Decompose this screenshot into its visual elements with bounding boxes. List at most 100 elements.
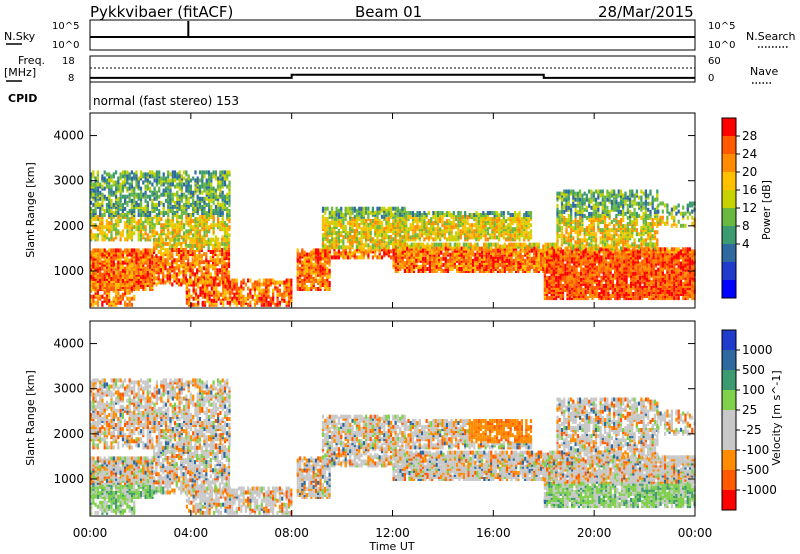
heatmap-cell xyxy=(201,221,204,226)
heatmap-cell xyxy=(203,209,206,213)
heatmap-cell xyxy=(99,190,102,195)
heatmap-cell xyxy=(115,202,118,207)
heatmap-cell xyxy=(90,270,93,275)
heatmap-cell xyxy=(198,196,202,201)
heatmap-cell xyxy=(112,237,115,242)
heatmap-cell xyxy=(94,274,97,279)
heatmap-cell xyxy=(167,209,170,213)
heatmap-cell xyxy=(99,262,102,267)
heatmap-cell xyxy=(176,213,179,217)
heatmap-cell xyxy=(431,250,434,255)
heatmap-cell xyxy=(228,180,231,185)
heatmap-cell xyxy=(267,288,270,293)
heatmap-cell xyxy=(187,196,190,201)
heatmap-cell xyxy=(480,213,483,217)
heatmap-cell xyxy=(203,286,207,291)
heatmap-cell xyxy=(169,188,172,193)
heatmap-cell xyxy=(568,290,571,294)
heatmap-cell xyxy=(290,282,293,287)
heatmap-cell xyxy=(155,264,158,269)
heatmap-cell xyxy=(464,211,467,215)
heatmap-cell xyxy=(146,233,149,238)
heatmap-cell xyxy=(110,250,113,255)
heatmap-cell xyxy=(187,258,190,263)
heatmap-cell xyxy=(214,196,217,201)
heatmap-cell xyxy=(561,249,565,254)
heatmap-cell xyxy=(287,278,291,283)
heatmap-cell xyxy=(168,241,172,246)
heatmap-cell xyxy=(335,220,338,225)
heatmap-cell xyxy=(321,233,325,238)
heatmap-cell xyxy=(396,239,399,244)
heatmap-cell xyxy=(397,258,400,263)
heatmap-cell xyxy=(283,280,286,285)
heatmap-cell xyxy=(128,172,131,177)
heatmap-cell xyxy=(392,256,395,261)
heatmap-cell xyxy=(358,237,361,242)
heatmap-cell xyxy=(326,206,329,211)
heatmap-cell xyxy=(158,200,161,205)
heatmap-cell xyxy=(189,213,192,217)
heatmap-cell xyxy=(227,252,231,257)
heatmap-cell xyxy=(158,233,161,238)
heatmap-cell xyxy=(155,231,158,236)
heatmap-cell xyxy=(173,200,177,205)
heatmap-cell xyxy=(205,178,208,183)
heatmap-cell xyxy=(228,217,231,222)
heatmap-cell xyxy=(219,184,222,189)
heatmap-cell xyxy=(130,268,133,273)
heatmap-cell xyxy=(399,264,402,269)
heatmap-cell xyxy=(139,186,143,191)
heatmap-cell xyxy=(112,211,115,215)
heatmap-cell xyxy=(247,292,250,297)
heatmap-cell xyxy=(290,278,293,283)
heatmap-cell xyxy=(164,176,168,181)
heatmap-cell xyxy=(153,262,156,267)
heatmap-cell xyxy=(101,252,104,257)
heatmap-cell xyxy=(151,250,154,255)
heatmap-cell xyxy=(283,298,286,303)
heatmap-cell xyxy=(548,296,551,301)
heatmap-cell xyxy=(210,290,213,295)
heatmap-cell xyxy=(110,235,113,240)
heatmap-cell xyxy=(173,266,176,271)
heatmap-cell xyxy=(221,194,224,199)
heatmap-cell xyxy=(90,283,93,287)
heatmap-cell xyxy=(103,225,106,230)
heatmap-cell xyxy=(121,170,124,175)
heatmap-cell xyxy=(115,229,118,234)
heatmap-cell xyxy=(144,237,147,242)
heatmap-cell xyxy=(153,258,156,263)
heatmap-cell xyxy=(331,210,334,215)
heatmap-cell xyxy=(198,235,202,240)
heatmap-cell xyxy=(411,211,415,215)
heatmap-cell xyxy=(196,209,199,213)
heatmap-cell xyxy=(115,250,118,255)
heatmap-cell xyxy=(206,280,209,285)
heatmap-cell xyxy=(498,213,501,217)
heatmap-cell xyxy=(303,256,306,261)
heatmap-cell xyxy=(128,262,131,267)
heatmap-cell xyxy=(171,252,174,257)
heatmap-cell xyxy=(477,225,480,230)
heatmap-cell xyxy=(103,248,106,253)
heatmap-cell xyxy=(149,180,152,185)
heatmap-cell xyxy=(442,269,445,273)
heatmap-cell xyxy=(561,283,565,288)
heatmap-cell xyxy=(135,225,138,230)
heatmap-cell xyxy=(383,206,386,211)
heatmap-cell xyxy=(376,235,379,240)
heatmap-cell xyxy=(399,208,402,213)
heatmap-cell xyxy=(178,186,181,191)
heatmap-cell xyxy=(523,235,526,240)
heatmap-cell xyxy=(92,209,95,213)
heatmap-cell xyxy=(162,266,165,271)
heatmap-cell xyxy=(564,255,567,260)
heatmap-cell xyxy=(440,260,443,265)
heatmap-cell xyxy=(155,237,158,242)
heatmap-cell xyxy=(155,239,158,244)
heatmap-cell xyxy=(189,202,192,207)
heatmap-cell xyxy=(157,274,160,279)
heatmap-cell xyxy=(287,296,291,301)
heatmap-cell xyxy=(387,235,390,240)
